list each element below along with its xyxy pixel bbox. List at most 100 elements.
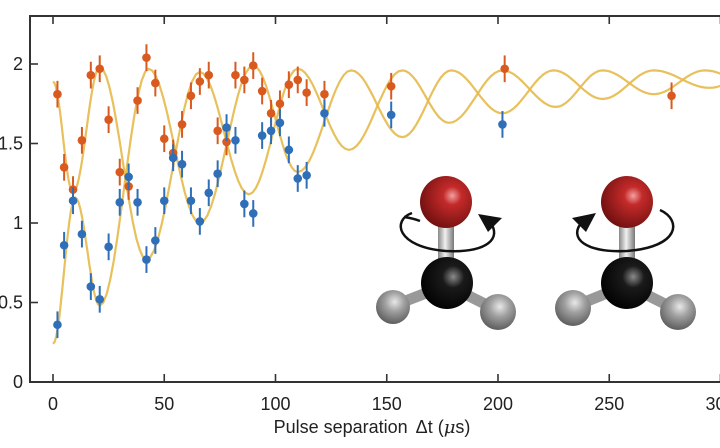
blue-data-point	[142, 246, 151, 273]
marker	[133, 96, 142, 105]
marker	[667, 91, 676, 101]
y-ticks: 0 0.5 1 1.5 2	[0, 54, 38, 392]
orange-data-point	[500, 55, 509, 83]
marker	[186, 196, 196, 206]
blue-data-point	[77, 220, 87, 248]
marker	[104, 115, 113, 124]
marker	[213, 169, 222, 179]
marker	[500, 64, 509, 74]
orange-data-point	[186, 82, 196, 110]
marker	[151, 236, 160, 245]
hydrogen-atom	[660, 294, 696, 330]
rotation-arrow-back	[403, 215, 421, 223]
x-tick-label: 200	[483, 394, 513, 414]
orange-data-point	[667, 82, 676, 110]
marker	[293, 174, 303, 183]
marker	[104, 242, 113, 252]
blue-data-point	[257, 122, 267, 149]
marker	[257, 131, 267, 140]
orange-data-point	[151, 69, 160, 97]
orange-data-point	[284, 71, 294, 99]
x-tick-label: 250	[594, 394, 624, 414]
y-tick-label: 0.5	[0, 293, 23, 313]
marker	[386, 110, 396, 120]
marker	[284, 80, 294, 89]
marker	[284, 145, 294, 155]
blue-data-point	[213, 160, 222, 188]
orange-data-point	[302, 79, 311, 106]
marker	[115, 167, 125, 177]
orange-data-point	[231, 61, 240, 89]
marker	[68, 196, 78, 206]
rotation-arrow	[576, 208, 675, 253]
plot-frame	[29, 15, 720, 383]
marker	[320, 89, 329, 99]
carbon-atom	[421, 257, 473, 309]
x-tick-label: 50	[154, 394, 174, 414]
y-tick-label: 0	[13, 372, 23, 392]
marker	[498, 120, 507, 129]
marker	[320, 108, 329, 118]
bond-co	[619, 215, 635, 270]
x-tick-label: 150	[372, 394, 402, 414]
orange-data-point	[240, 66, 249, 94]
marker	[222, 137, 231, 147]
axes: 0 50 100 150 200 250 300 0 0.5 1 1.5 2	[0, 15, 720, 414]
x-ticks: 0 50 100 150 200 250 300	[48, 16, 720, 414]
marker	[386, 81, 396, 91]
y-tick-label: 2	[13, 54, 23, 74]
marker	[231, 70, 240, 80]
blue-data-point	[204, 179, 214, 207]
orange-data-point	[133, 87, 142, 114]
orange-data-point	[195, 68, 205, 95]
marker	[257, 86, 267, 96]
marker	[248, 209, 258, 218]
marker	[151, 78, 160, 88]
orange-data-point	[142, 44, 151, 71]
marker	[133, 198, 142, 207]
blue-data-point	[248, 200, 258, 227]
orange-data-point	[248, 52, 258, 79]
orange-data-point	[159, 125, 169, 153]
orange-data-point	[293, 66, 303, 94]
marker	[115, 198, 125, 207]
oxygen-atom	[601, 176, 653, 228]
marker	[195, 217, 205, 226]
molecule-left	[376, 176, 516, 330]
marker	[168, 153, 178, 163]
marker	[302, 171, 311, 180]
x-tick-label: 0	[48, 394, 58, 414]
blue-data-point	[195, 208, 205, 235]
blue-data-point	[266, 117, 276, 145]
marker	[95, 295, 105, 304]
fit-curves	[52, 64, 720, 345]
molecule-illustrations	[376, 176, 696, 330]
blue-data-point	[177, 150, 187, 178]
marker	[142, 255, 151, 264]
blue-data-point	[275, 109, 285, 137]
orange-data-point	[204, 61, 214, 89]
x-axis-label: Pulse separation Δt (μs)	[274, 417, 471, 438]
orange-data-point	[77, 126, 87, 154]
marker	[95, 64, 105, 74]
orange-data-point	[257, 77, 267, 105]
blue-data-point	[222, 114, 231, 141]
y-tick-label: 1.5	[0, 134, 23, 154]
marker	[159, 196, 169, 206]
y-tick-label: 1	[13, 213, 23, 233]
blue-data-point	[186, 187, 196, 215]
marker	[77, 229, 87, 239]
blue-data-point	[231, 126, 240, 154]
blue-data-point	[320, 99, 329, 127]
blue-data-point	[498, 111, 507, 138]
marker	[302, 88, 311, 97]
marker	[186, 91, 196, 101]
marker	[59, 240, 69, 250]
orange-data-point	[213, 117, 222, 145]
marker	[266, 126, 276, 136]
marker	[222, 123, 231, 132]
carbon-atom	[601, 257, 653, 309]
marker	[177, 159, 187, 169]
rotation-arrow	[399, 211, 496, 253]
marker	[195, 77, 205, 86]
